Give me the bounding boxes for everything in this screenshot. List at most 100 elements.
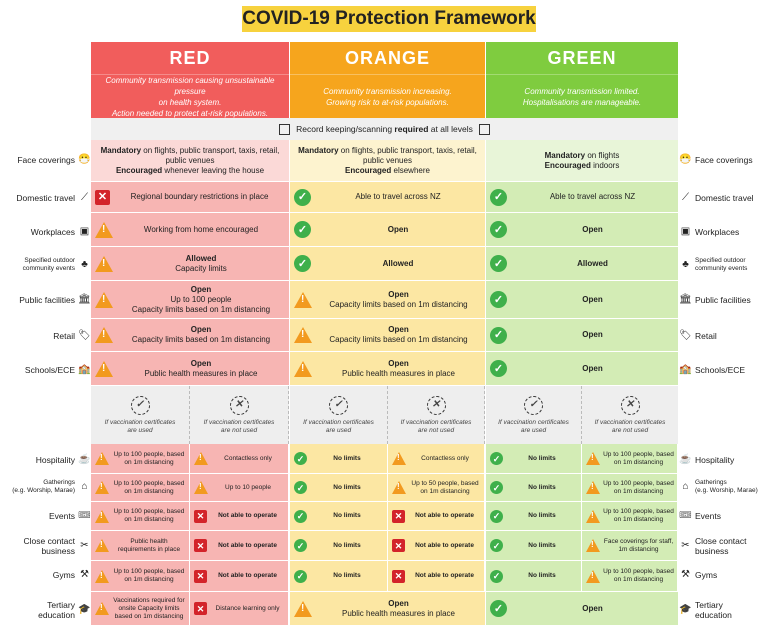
warning-icon xyxy=(586,569,600,583)
warning-icon xyxy=(586,509,600,523)
no-vaccine-pass-icon: ✕ xyxy=(426,395,446,415)
warning-icon xyxy=(95,602,109,615)
vax-used-green: ✓ If vaccination certificates are used xyxy=(486,386,582,444)
outdoor-green-cell: ✓ Allowed xyxy=(486,247,678,281)
label-gath-right: ⌂ Gatherings (e.g. Worship, Marae) xyxy=(679,474,768,500)
marae-icon: ⌂ xyxy=(81,481,88,492)
cell-text: Up to 100 people, based on 1m distancing xyxy=(603,568,674,583)
warning-icon xyxy=(294,600,312,617)
warning-icon xyxy=(194,452,208,465)
gath-col3-cell: Up to 50 people, based on 1m distancing xyxy=(388,474,485,502)
check-icon: ✓ xyxy=(294,188,311,206)
warning-icon xyxy=(95,255,113,272)
nz-map-icon: ⟋ xyxy=(81,192,88,203)
cell-text: No limits xyxy=(333,454,361,462)
cross-icon: ✕ xyxy=(194,602,207,615)
warning-icon xyxy=(95,452,109,465)
cell-text: No limits xyxy=(528,512,556,519)
cell-text: Not able to operate xyxy=(415,572,474,579)
check-icon: ✓ xyxy=(294,569,307,583)
nz-map-icon: ⟋ xyxy=(682,192,689,203)
outdoor-orange-cell: ✓ Allowed xyxy=(290,247,485,281)
gyms-col3-cell: ✕ Not able to operate xyxy=(388,561,485,592)
check-icon: ✓ xyxy=(490,509,503,523)
hosp-col1-cell: Contactless only xyxy=(190,444,289,474)
check-icon: ✓ xyxy=(294,509,307,523)
work-orange-cell: ✓ Open xyxy=(290,213,485,247)
schools-green-cell: ✓ Open xyxy=(486,352,678,386)
cell-text: Up to 100 people, based on 1m distancing xyxy=(113,568,185,583)
level-green-description: Community transmission limited. Hospital… xyxy=(486,74,678,119)
cell-text: No limits xyxy=(528,541,556,549)
warning-icon xyxy=(95,481,109,494)
gath-col2-cell: ✓ No limits xyxy=(290,474,388,502)
cell-text: Face coverings for staff, 1m distancing xyxy=(603,537,674,553)
label-gyms-right: ⚒ Gyms xyxy=(679,565,768,585)
vax-notused-red: ✕ If vaccination certificates are not use… xyxy=(190,386,289,444)
gyms-col2-cell: ✓ No limits xyxy=(290,561,388,592)
warning-icon xyxy=(586,481,600,494)
travel-green-cell: ✓ Able to travel across NZ xyxy=(486,182,678,213)
cell-text: Not able to operate xyxy=(218,541,277,549)
tert-col1-cell: ✕ Distance learning only xyxy=(190,592,289,626)
level-red-header: RED xyxy=(91,42,289,74)
warning-icon xyxy=(95,569,109,583)
cross-icon: ✕ xyxy=(392,569,405,583)
tag-icon: 🏷 xyxy=(679,330,692,341)
label-events-right: 🎟 Events xyxy=(679,510,721,522)
check-icon: ✓ xyxy=(294,481,307,494)
cell-text: Up to 100 people, based on 1m distancing xyxy=(113,508,185,523)
level-green-header: GREEN xyxy=(486,42,678,74)
warning-icon xyxy=(95,509,109,523)
cell-text: Vaccinations required for onsite Capacit… xyxy=(113,596,185,620)
grad-cap-icon: 🎓 xyxy=(78,604,91,615)
no-vaccine-pass-icon: ✕ xyxy=(620,395,640,415)
label-hosp-right: ☕ Hospitality xyxy=(679,454,735,466)
close-col3-cell: ✕ Not able to operate xyxy=(388,531,485,561)
cell-text: Up to 10 people xyxy=(225,483,271,491)
cell-text: Contactless only xyxy=(421,454,469,462)
vaccine-pass-icon: ✓ xyxy=(329,395,348,415)
check-icon: ✓ xyxy=(490,360,507,377)
label-retail-left: Retail 🏷 xyxy=(53,330,91,342)
cell-text: Not able to operate xyxy=(218,512,277,519)
label-gath-left: Gatherings (e.g. Worship, Marae) ⌂ xyxy=(0,474,91,500)
level-red-description: Community transmission causing unsustain… xyxy=(91,74,289,119)
hosp-col0-cell: Up to 100 people, based on 1m distancing xyxy=(91,444,190,474)
vaccine-pass-icon: ✓ xyxy=(524,395,543,415)
warning-icon xyxy=(294,291,312,308)
label-outdoor-left: Specified outdoor community events ♣ xyxy=(0,252,91,278)
briefcase-icon: ▣ xyxy=(79,226,90,237)
ticket-icon: 🎟 xyxy=(679,510,692,521)
coffee-icon: ☕ xyxy=(78,454,91,465)
tag-icon: 🏷 xyxy=(78,330,91,341)
events-col3-cell: ✕ Not able to operate xyxy=(388,502,485,531)
events-col2-cell: ✓ No limits xyxy=(290,502,388,531)
check-icon: ✓ xyxy=(490,481,503,494)
label-tert-left: Tertiary education 🎓 xyxy=(38,600,91,620)
warning-icon xyxy=(392,481,406,494)
gyms-col4-cell: ✓ No limits xyxy=(486,561,582,592)
check-icon: ✓ xyxy=(294,221,311,238)
hosp-col5-cell: Up to 100 people, based on 1m distancing xyxy=(582,444,678,474)
label-retail-right: 🏷 Retail xyxy=(679,330,717,342)
briefcase-icon: ▣ xyxy=(680,226,691,237)
grad-cap-icon: 🎓 xyxy=(679,604,692,615)
cell-text: Not able to operate xyxy=(218,572,277,579)
building-icon: 🏛 xyxy=(679,294,692,305)
hosp-col2-cell: ✓ No limits xyxy=(290,444,388,474)
vax-notused-green: ✕ If vaccination certificates are not use… xyxy=(582,386,678,444)
gath-col1-cell: Up to 10 people xyxy=(190,474,289,502)
events-col5-cell: Up to 100 people, based on 1m distancing xyxy=(582,502,678,531)
building-icon: 🏛 xyxy=(78,294,91,305)
warning-icon xyxy=(95,327,113,343)
qr-scan-icon xyxy=(478,123,490,135)
mask-icon: 😷 xyxy=(78,154,91,165)
